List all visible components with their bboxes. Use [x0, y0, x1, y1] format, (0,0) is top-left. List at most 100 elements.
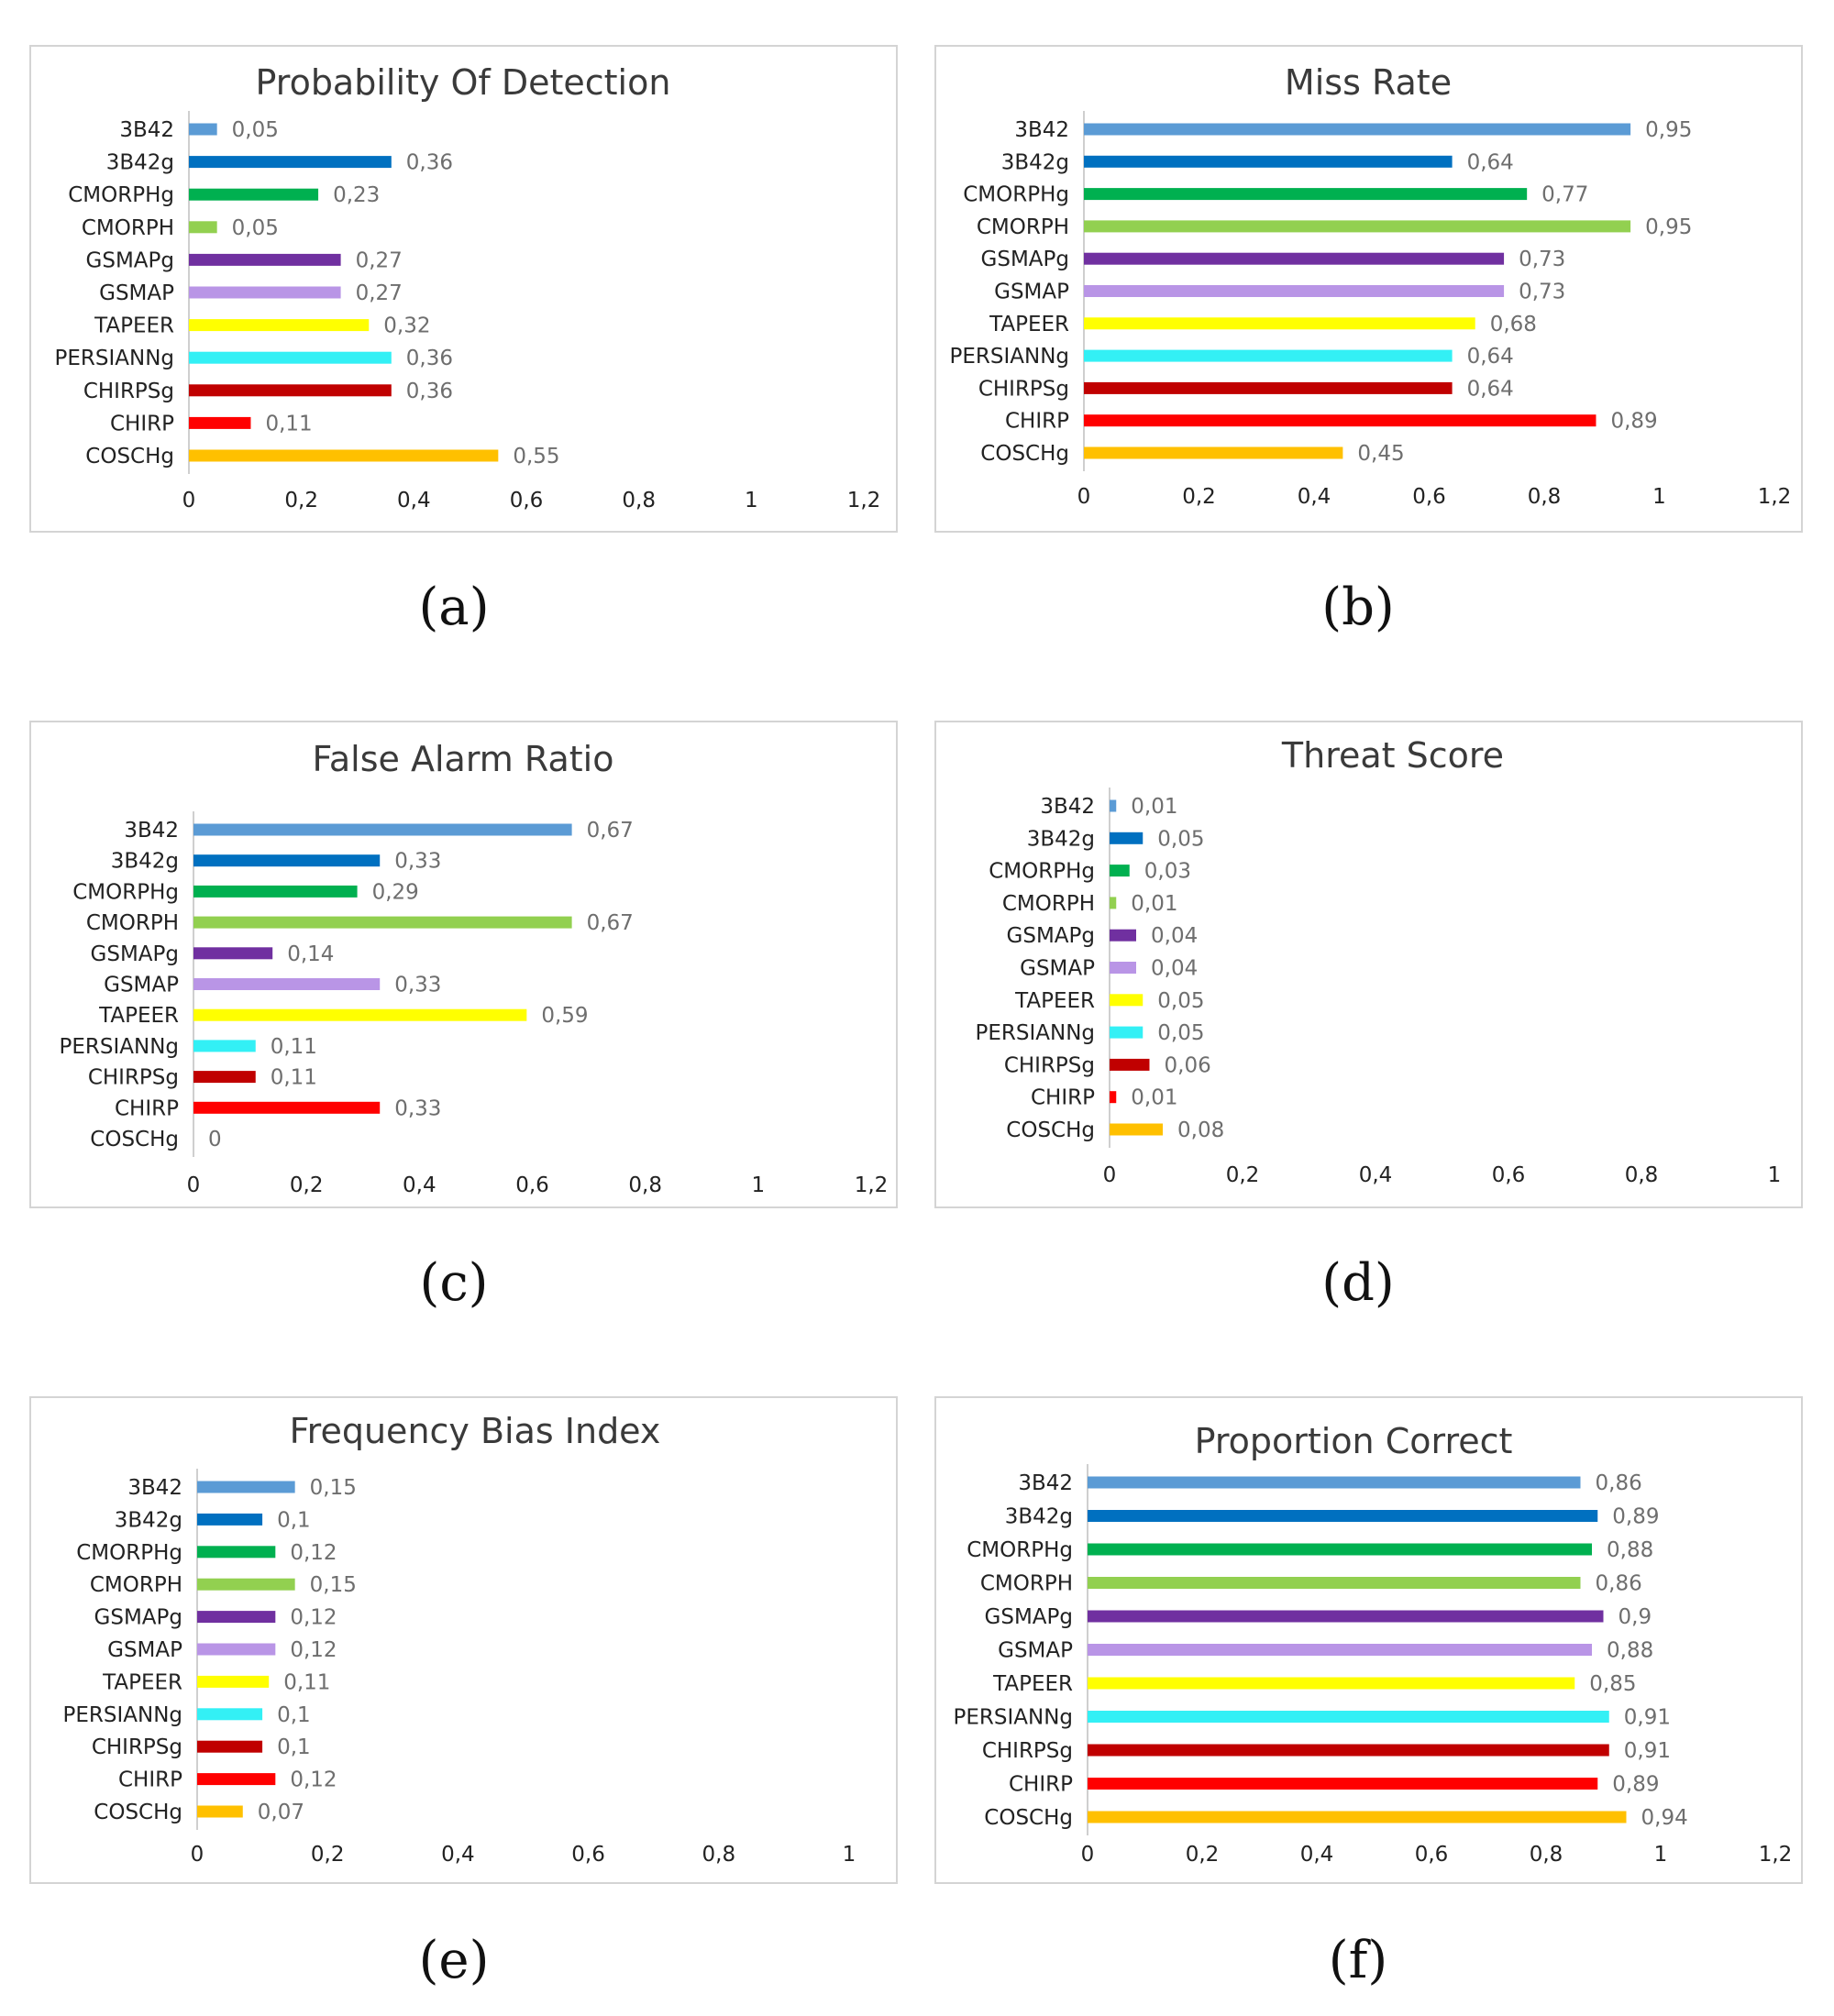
x-tick-label: 0,2 [284, 489, 318, 512]
bar [1084, 317, 1475, 330]
data-label: 0,01 [1131, 892, 1177, 916]
chart-probability-of-detection: Probability Of Detection 3B42 0,05 3B42g 0,… [29, 45, 898, 533]
chart-title: False Alarm Ratio [313, 739, 614, 779]
x-tick-label: 0,8 [1625, 1163, 1659, 1187]
chart-panel-frequency-bias-index: Frequency Bias Index 3B42 0,15 3B42g 0,1 CMO… [0, 1351, 917, 2016]
x-tick-label: 0,2 [1226, 1163, 1260, 1187]
x-tick-label: 0,8 [1530, 1843, 1563, 1867]
chart-title: Frequency Bias Index [290, 1411, 661, 1451]
bar [1110, 1058, 1150, 1071]
chart-title: Miss Rate [1285, 62, 1452, 103]
category-label: CMORPH [977, 215, 1069, 239]
category-label: GSMAPg [1007, 924, 1095, 948]
category-label: GSMAP [104, 974, 179, 997]
category-label: 3B42g [111, 850, 179, 874]
x-tick-label: 1 [1652, 485, 1666, 509]
x-tick-label: 0,8 [622, 489, 656, 512]
data-label: 0,27 [356, 281, 403, 305]
data-label: 0,04 [1151, 957, 1198, 981]
category-label: CHIRPSg [1004, 1053, 1095, 1077]
bar [189, 319, 370, 332]
chart-proportion-correct: Proportion Correct 3B42 0,86 3B42g 0,89 CMOR… [934, 1396, 1803, 1884]
category-label: GSMAP [994, 281, 1069, 304]
bar [1110, 799, 1117, 812]
bar [1084, 188, 1528, 201]
data-label: 0,33 [394, 1096, 441, 1120]
panel-caption: (b) [1321, 578, 1395, 637]
bar [1110, 832, 1143, 844]
bar [197, 1481, 295, 1493]
bar [189, 286, 341, 299]
data-label: 0,05 [1157, 1021, 1204, 1045]
category-label: GSMAP [998, 1639, 1073, 1663]
chart-panel-proportion-correct: Proportion Correct 3B42 0,86 3B42g 0,89 CMOR… [917, 1351, 1834, 2016]
category-label: TAPEER [1014, 989, 1095, 1013]
category-label: PERSIANNg [59, 1035, 179, 1059]
data-label: 0 [208, 1128, 222, 1151]
category-label: CMORPHg [989, 860, 1095, 884]
data-label: 0,07 [258, 1801, 304, 1824]
category-label: CMORPHg [963, 183, 1069, 207]
category-label: GSMAPg [981, 248, 1069, 271]
chart-panel-threat-score: Threat Score 3B42 0,01 3B42g 0,05 CMORPHg 0,0… [917, 676, 1834, 1340]
chart-false-alarm-ratio: False Alarm Ratio 3B42 0,67 3B42g 0,33 CMORP… [29, 721, 898, 1208]
category-label: PERSIANNg [54, 347, 174, 370]
data-label: 0,91 [1624, 1706, 1671, 1730]
bar [193, 823, 572, 836]
data-label: 0,95 [1645, 118, 1692, 142]
category-label: CHIRPSg [92, 1735, 182, 1759]
x-tick-label: 0 [182, 489, 196, 512]
data-label: 0,11 [283, 1670, 330, 1694]
x-tick-label: 0,4 [403, 1173, 436, 1197]
x-tick-label: 1,2 [1758, 485, 1792, 509]
data-label: 0,36 [406, 151, 453, 175]
data-label: 0,77 [1541, 183, 1588, 207]
bar [193, 947, 273, 960]
data-label: 0,59 [541, 1004, 588, 1028]
x-tick-label: 1 [843, 1843, 856, 1867]
data-label: 0,36 [406, 380, 453, 403]
data-label: 0,05 [1157, 989, 1204, 1013]
data-label: 0,1 [277, 1735, 311, 1759]
category-label: CHIRP [115, 1096, 179, 1120]
bar [1110, 1091, 1117, 1104]
bar [189, 156, 392, 169]
category-label: TAPEER [102, 1670, 182, 1694]
data-label: 0,36 [406, 347, 453, 370]
panel-caption: (c) [419, 1253, 489, 1313]
chart-panel-miss-rate: Miss Rate 3B42 0,95 3B42g 0,64 CMORPHg 0,77 CM… [917, 0, 1834, 665]
category-label: COSCHg [984, 1806, 1073, 1830]
bar [1084, 123, 1631, 136]
category-label: CMORPHg [76, 1541, 182, 1565]
category-label: 3B42g [1005, 1505, 1073, 1529]
category-label: TAPEER [98, 1004, 179, 1028]
data-label: 0,08 [1177, 1118, 1224, 1142]
category-label: PERSIANNg [949, 345, 1069, 369]
category-label: COSCHg [94, 1801, 182, 1824]
bar [189, 221, 217, 234]
category-label: COSCHg [980, 442, 1069, 466]
bar [1110, 929, 1136, 942]
chart-miss-rate: Miss Rate 3B42 0,95 3B42g 0,64 CMORPHg 0,77 CM… [934, 45, 1803, 533]
data-label: 0,15 [310, 1476, 357, 1500]
chart-frame [29, 1396, 898, 1884]
data-label: 0,01 [1131, 1086, 1177, 1110]
data-label: 0,67 [587, 819, 634, 843]
chart-threat-score: Threat Score 3B42 0,01 3B42g 0,05 CMORPHg 0,0… [934, 721, 1803, 1208]
x-tick-label: 0,2 [290, 1173, 324, 1197]
bar [197, 1708, 263, 1721]
data-label: 0,15 [310, 1573, 357, 1597]
data-label: 0,89 [1610, 410, 1657, 434]
x-tick-label: 0,4 [441, 1843, 475, 1867]
x-tick-label: 0,6 [1492, 1163, 1526, 1187]
data-label: 0,04 [1151, 924, 1198, 948]
x-tick-label: 0,8 [1528, 485, 1562, 509]
bar [1084, 446, 1343, 459]
x-tick-label: 1,2 [855, 1173, 889, 1197]
data-label: 0,55 [513, 445, 559, 468]
data-label: 0,89 [1612, 1505, 1659, 1529]
data-label: 0,03 [1144, 860, 1191, 884]
x-tick-label: 1,2 [1759, 1843, 1793, 1867]
x-tick-label: 1 [745, 489, 758, 512]
bar [1084, 220, 1631, 233]
